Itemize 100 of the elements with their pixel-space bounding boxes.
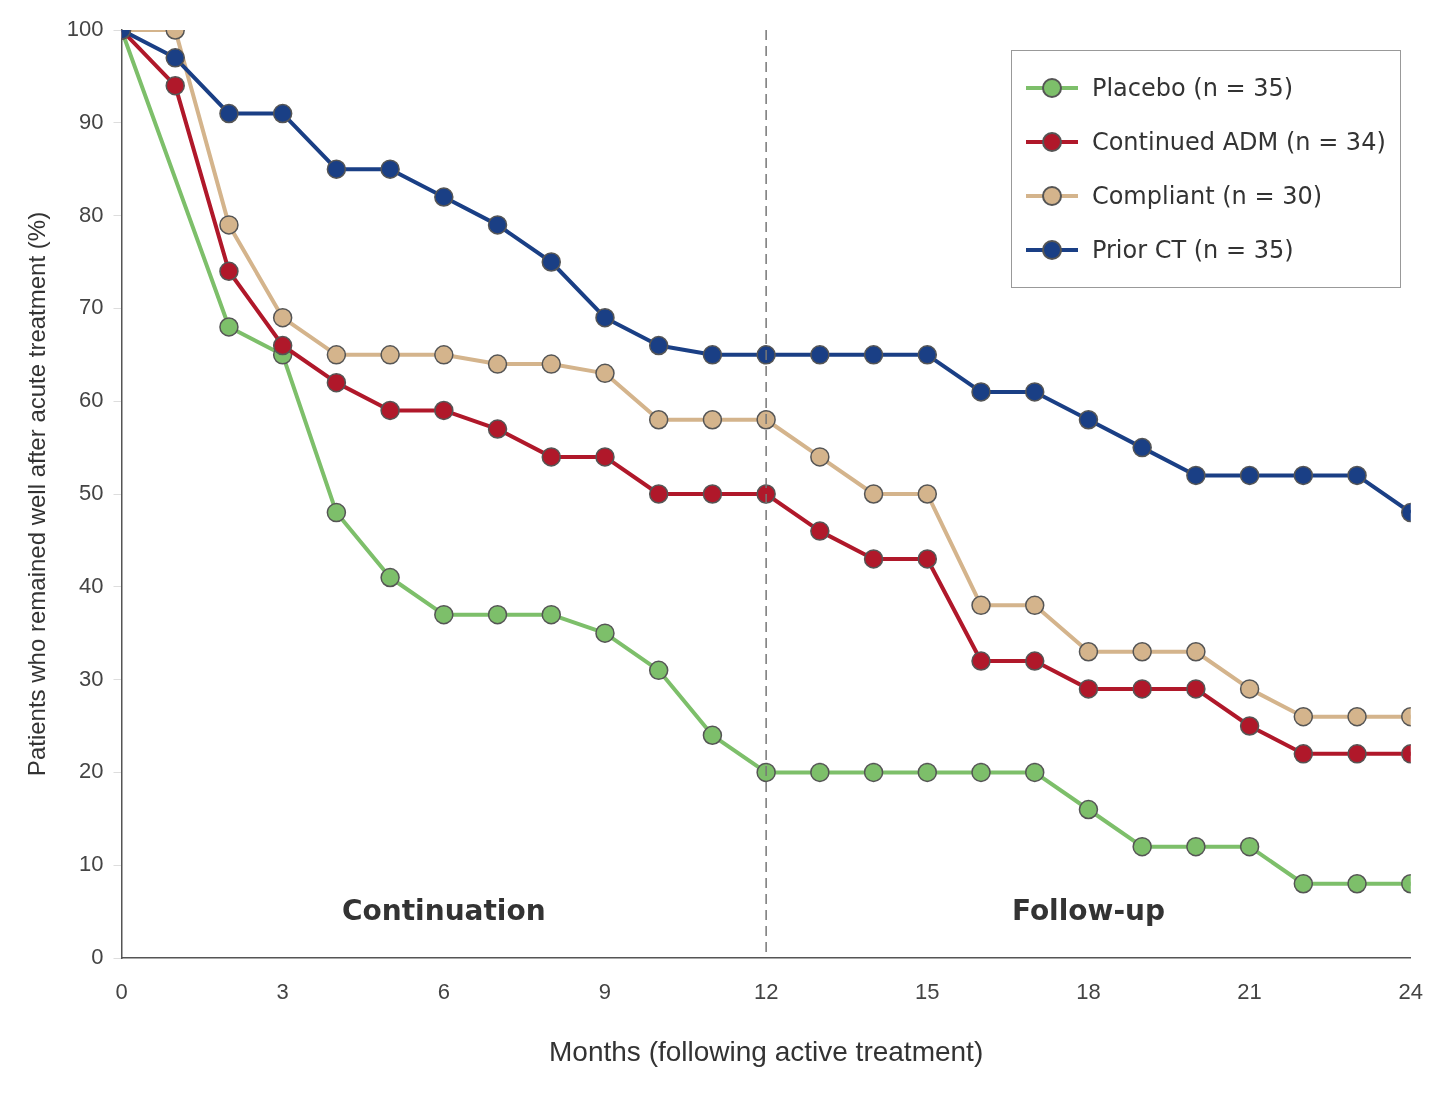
point xyxy=(971,382,991,402)
point xyxy=(863,345,884,365)
point xyxy=(541,604,562,625)
point xyxy=(1186,465,1206,486)
point xyxy=(1078,679,1099,699)
point xyxy=(1186,679,1206,699)
point xyxy=(219,261,239,282)
x-tick-label: 21 xyxy=(1237,979,1262,1005)
point xyxy=(648,484,669,504)
annotation: Follow-up xyxy=(1011,894,1166,928)
point xyxy=(326,345,347,365)
x-tick-label: 0 xyxy=(115,979,128,1005)
point xyxy=(756,410,776,430)
point xyxy=(1347,874,1367,894)
point xyxy=(541,354,562,374)
x-tick-label: 24 xyxy=(1398,979,1424,1005)
x-tick-label: 15 xyxy=(915,979,940,1005)
point xyxy=(863,484,884,504)
point xyxy=(1132,642,1152,662)
point xyxy=(434,187,454,207)
point xyxy=(487,419,508,439)
point xyxy=(541,447,562,467)
point xyxy=(1078,799,1099,820)
point xyxy=(595,623,615,643)
point xyxy=(863,549,884,569)
point xyxy=(863,762,884,783)
point xyxy=(702,345,723,365)
point xyxy=(756,345,776,365)
point xyxy=(648,335,669,356)
point xyxy=(326,372,347,393)
point xyxy=(1347,706,1367,727)
point xyxy=(595,307,615,328)
annotation: Continuation xyxy=(342,894,546,928)
point xyxy=(434,604,454,625)
point xyxy=(1293,706,1314,727)
point xyxy=(1186,836,1206,857)
point xyxy=(1239,836,1260,857)
point xyxy=(595,363,615,384)
point xyxy=(810,762,830,783)
x-axis-title: Months (following active treatment) xyxy=(549,1035,984,1067)
y-tick-label: 40 xyxy=(79,572,104,598)
point xyxy=(1078,642,1099,662)
y-tick-label: 10 xyxy=(79,851,104,877)
point xyxy=(1132,679,1152,699)
y-tick-label: 90 xyxy=(79,108,104,134)
legend-label: Prior CT (n = 35) xyxy=(1091,236,1294,264)
point xyxy=(648,660,669,681)
point xyxy=(1024,595,1045,616)
point xyxy=(272,307,293,328)
point xyxy=(917,762,938,783)
point xyxy=(487,354,508,374)
point xyxy=(702,725,723,746)
point xyxy=(1186,642,1206,662)
point xyxy=(165,75,185,96)
point xyxy=(487,215,508,235)
point xyxy=(595,447,615,467)
point xyxy=(219,103,239,124)
point xyxy=(810,345,830,365)
point xyxy=(380,400,400,421)
point xyxy=(917,549,938,569)
legend-label: Continued ADM (n = 34) xyxy=(1091,128,1386,156)
point xyxy=(702,410,723,430)
point xyxy=(219,215,239,235)
point xyxy=(1024,651,1045,671)
point xyxy=(380,159,400,179)
legend-label: Placebo (n = 35) xyxy=(1091,74,1294,102)
point xyxy=(541,252,562,272)
point xyxy=(810,521,830,541)
point xyxy=(165,48,185,68)
point xyxy=(380,567,400,588)
point xyxy=(434,345,454,365)
point xyxy=(272,335,293,356)
x-tick-label: 3 xyxy=(276,979,289,1005)
point xyxy=(1293,465,1314,486)
x-tick-label: 18 xyxy=(1076,979,1101,1005)
point xyxy=(1132,836,1152,857)
point xyxy=(1024,382,1045,402)
y-tick-label: 100 xyxy=(66,16,104,42)
point xyxy=(219,317,239,337)
point xyxy=(326,502,347,523)
y-tick-label: 20 xyxy=(79,758,104,784)
point xyxy=(1239,679,1260,699)
point xyxy=(756,762,776,783)
point xyxy=(1293,744,1314,764)
point xyxy=(380,345,400,365)
point xyxy=(1347,744,1367,764)
point xyxy=(971,595,991,616)
point xyxy=(1024,762,1045,783)
point xyxy=(326,159,347,179)
y-axis-title: Patients who remained well after acute treatment (%) xyxy=(23,211,51,777)
point xyxy=(487,604,508,625)
y-tick-label: 0 xyxy=(91,944,104,970)
point xyxy=(648,410,669,430)
point xyxy=(702,484,723,504)
point xyxy=(917,484,938,504)
point xyxy=(1239,465,1260,486)
point xyxy=(810,447,830,467)
x-tick-label: 12 xyxy=(753,979,779,1005)
y-tick-label: 70 xyxy=(79,294,104,320)
point xyxy=(1078,410,1099,430)
